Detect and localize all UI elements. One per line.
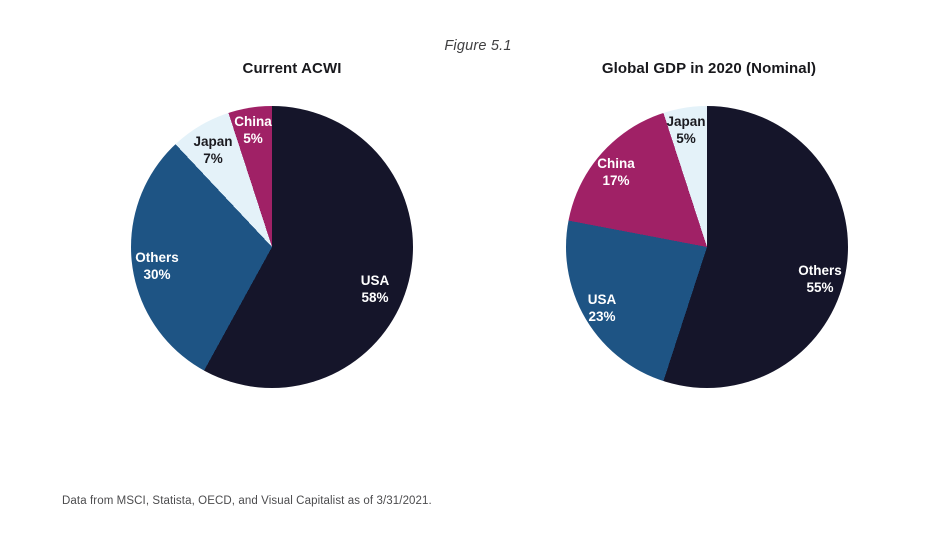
slice-label-others: Others 30% [135, 250, 179, 283]
pie-current-acwi [131, 106, 413, 388]
slice-label-name: Others [135, 250, 179, 265]
slice-label-usa: USA 23% [588, 292, 617, 325]
slice-label-others: Others 55% [798, 263, 842, 296]
chart-title-global-gdp: Global GDP in 2020 (Nominal) [601, 60, 817, 77]
slice-label-name: China [597, 156, 635, 171]
pie-global-gdp [566, 106, 848, 388]
slice-label-value: 58% [361, 289, 389, 305]
slice-label-name: USA [587, 292, 617, 307]
slice-label-china: China 5% [234, 114, 272, 147]
slice-label-value: 5% [676, 130, 696, 146]
slice-label-value: 55% [806, 279, 834, 295]
slice-label-name: China [234, 114, 272, 129]
slice-label-name: Others [798, 263, 842, 278]
figure-caption: Figure 5.1 [444, 38, 512, 54]
chart-title-current-acwi: Current ACWI [242, 60, 342, 77]
slice-label-name: Japan [666, 114, 706, 129]
slice-label-value: 7% [203, 150, 223, 166]
slice-label-value: 23% [588, 308, 616, 324]
slice-label-japan: Japan 7% [193, 134, 232, 167]
slice-label-name: Japan [193, 134, 233, 149]
slice-label-value: 30% [143, 266, 171, 282]
slice-label-usa: USA 58% [361, 273, 390, 306]
slice-label-value: 17% [602, 172, 630, 188]
slice-label-name: USA [360, 273, 390, 288]
slice-label-value: 5% [243, 130, 263, 146]
slice-label-japan: Japan 5% [666, 114, 705, 147]
slice-label-china: China 17% [597, 156, 635, 189]
source-note: Data from MSCI, Statista, OECD, and Visu… [62, 495, 432, 507]
